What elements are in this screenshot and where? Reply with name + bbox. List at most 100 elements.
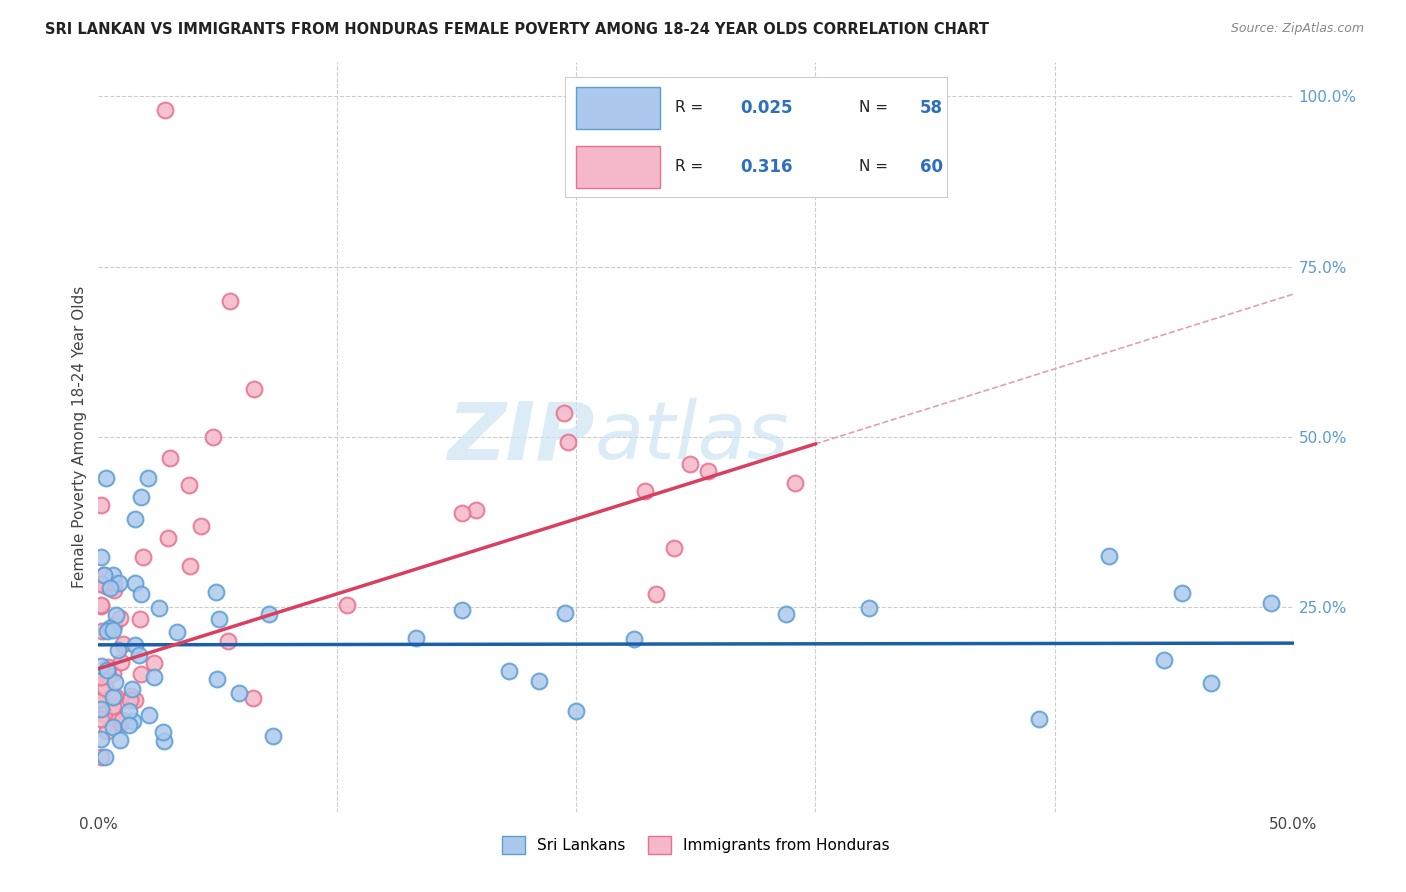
Text: ZIP: ZIP	[447, 398, 595, 476]
Point	[179, 477, 201, 491]
Point	[208, 612, 231, 626]
Point	[94, 750, 117, 764]
Y-axis label: Female Poverty Among 18-24 Year Olds: Female Poverty Among 18-24 Year Olds	[72, 286, 87, 588]
Text: SRI LANKAN VS IMMIGRANTS FROM HONDURAS FEMALE POVERTY AMONG 18-24 YEAR OLDS CORR: SRI LANKAN VS IMMIGRANTS FROM HONDURAS F…	[45, 22, 988, 37]
Point	[155, 103, 177, 117]
Point	[110, 655, 132, 669]
Point	[90, 498, 112, 512]
Point	[96, 624, 118, 638]
Point	[120, 689, 142, 703]
Point	[90, 698, 112, 713]
Point	[202, 430, 225, 444]
Point	[1153, 653, 1175, 667]
Point	[94, 579, 117, 593]
Point	[243, 383, 266, 397]
Point	[118, 717, 141, 731]
Legend: Sri Lankans, Immigrants from Honduras: Sri Lankans, Immigrants from Honduras	[496, 830, 896, 860]
Point	[111, 637, 134, 651]
Point	[101, 666, 124, 681]
Point	[98, 581, 121, 595]
Point	[110, 716, 132, 731]
Point	[90, 598, 112, 612]
Point	[152, 725, 174, 739]
Point	[205, 584, 228, 599]
Point	[90, 550, 112, 565]
Point	[129, 612, 152, 626]
Point	[451, 506, 474, 520]
Point	[94, 576, 117, 591]
Point	[1098, 549, 1121, 563]
Point	[128, 648, 150, 662]
Point	[219, 293, 242, 308]
Point	[166, 624, 188, 639]
Point	[465, 503, 488, 517]
Point	[90, 670, 112, 684]
Point	[623, 632, 645, 647]
Point	[336, 598, 359, 612]
Point	[108, 611, 131, 625]
Point	[90, 702, 112, 716]
Point	[153, 734, 176, 748]
Point	[557, 435, 579, 450]
Point	[93, 567, 115, 582]
Point	[129, 490, 152, 504]
Point	[179, 559, 201, 574]
Point	[105, 607, 128, 622]
Point	[159, 450, 181, 465]
Point	[93, 567, 115, 582]
Point	[93, 706, 115, 721]
Point	[101, 698, 124, 713]
Point	[775, 607, 797, 622]
Point	[217, 633, 239, 648]
Point	[644, 587, 666, 601]
Point	[101, 690, 124, 704]
Point	[527, 674, 550, 689]
Point	[101, 706, 124, 720]
Point	[242, 690, 264, 705]
Point	[104, 675, 127, 690]
Point	[117, 704, 139, 718]
Point	[97, 668, 120, 682]
Point	[90, 576, 112, 591]
Point	[131, 549, 153, 564]
Point	[1260, 597, 1282, 611]
Point	[1028, 712, 1050, 726]
Point	[124, 576, 146, 591]
Point	[148, 601, 170, 615]
Point	[259, 607, 281, 622]
Point	[90, 713, 112, 727]
Point	[554, 607, 576, 621]
Point	[190, 519, 212, 533]
Point	[124, 512, 146, 526]
Point	[664, 541, 686, 555]
Point	[103, 623, 125, 637]
Point	[451, 603, 474, 617]
Point	[785, 476, 807, 491]
Point	[1170, 586, 1192, 600]
Point	[121, 714, 143, 729]
Point	[405, 631, 427, 645]
Point	[138, 708, 160, 723]
Point	[634, 484, 657, 499]
Point	[103, 617, 125, 632]
Text: Source: ZipAtlas.com: Source: ZipAtlas.com	[1230, 22, 1364, 36]
Point	[98, 621, 121, 635]
Point	[103, 582, 125, 597]
Point	[108, 733, 131, 747]
Point	[142, 656, 165, 670]
Point	[96, 471, 118, 485]
Point	[111, 713, 134, 727]
Point	[103, 567, 125, 582]
Point	[129, 587, 152, 601]
Point	[228, 685, 250, 699]
Point	[138, 471, 160, 485]
Point	[124, 638, 146, 652]
Point	[553, 405, 575, 419]
Point	[101, 720, 124, 734]
Point	[157, 531, 180, 545]
Point	[262, 729, 284, 743]
Text: atlas: atlas	[595, 398, 789, 476]
Point	[94, 681, 117, 695]
Point	[1199, 676, 1222, 690]
Point	[90, 678, 112, 692]
